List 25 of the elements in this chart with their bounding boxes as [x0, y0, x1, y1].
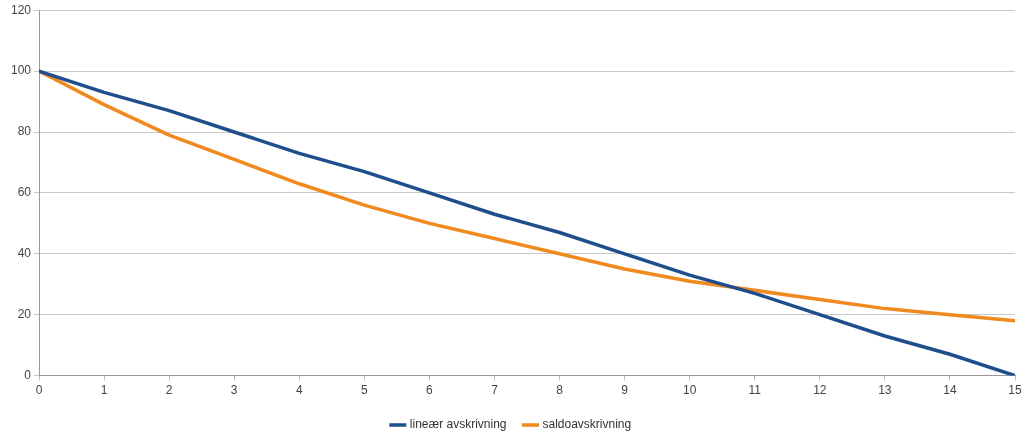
y-tick-label: 40 [17, 246, 32, 261]
x-tick-label: 0 [35, 383, 43, 398]
x-tick-label: 3 [230, 383, 238, 398]
x-tick-label: 11 [748, 383, 762, 398]
x-tick-label: 15 [1008, 383, 1022, 398]
legend-label: saldoavskrivning [542, 417, 632, 432]
x-tick-label: 6 [426, 383, 434, 398]
y-tick-label: 60 [17, 185, 32, 200]
legend-label: lineær avskrivning [409, 417, 507, 432]
x-tick-label: 13 [878, 383, 892, 398]
x-tick-label: 9 [621, 383, 629, 398]
y-tick-label: 120 [10, 2, 32, 17]
x-tick-label: 7 [491, 383, 499, 398]
y-tick-label: 20 [17, 307, 32, 322]
x-tick-label: 5 [361, 383, 368, 398]
x-tick-label: 12 [813, 383, 827, 398]
y-tick-label: 0 [24, 367, 32, 382]
x-tick-label: 14 [943, 383, 957, 398]
y-tick-label: 100 [10, 63, 32, 78]
y-tick-label: 80 [17, 124, 32, 139]
x-tick-label: 10 [682, 383, 697, 398]
x-tick-label: 4 [295, 383, 303, 398]
x-tick-label: 8 [556, 383, 564, 398]
x-tick-label: 2 [165, 383, 173, 398]
x-tick-label: 1 [100, 383, 108, 398]
